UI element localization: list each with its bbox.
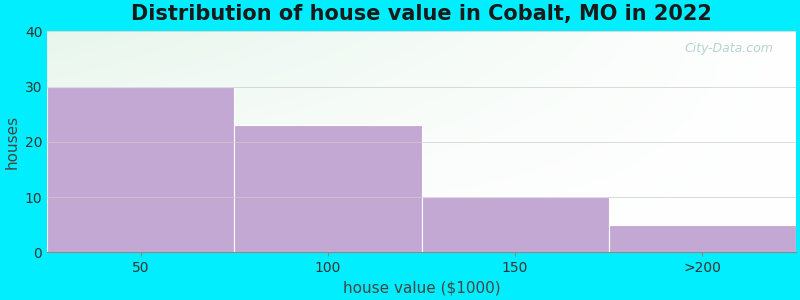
- Title: Distribution of house value in Cobalt, MO in 2022: Distribution of house value in Cobalt, M…: [131, 4, 712, 24]
- Bar: [609, 225, 796, 252]
- Bar: [47, 86, 234, 252]
- Bar: [422, 197, 609, 252]
- X-axis label: house value ($1000): house value ($1000): [342, 281, 500, 296]
- Bar: [234, 125, 422, 252]
- Text: City-Data.com: City-Data.com: [685, 42, 774, 55]
- Y-axis label: houses: houses: [4, 115, 19, 169]
